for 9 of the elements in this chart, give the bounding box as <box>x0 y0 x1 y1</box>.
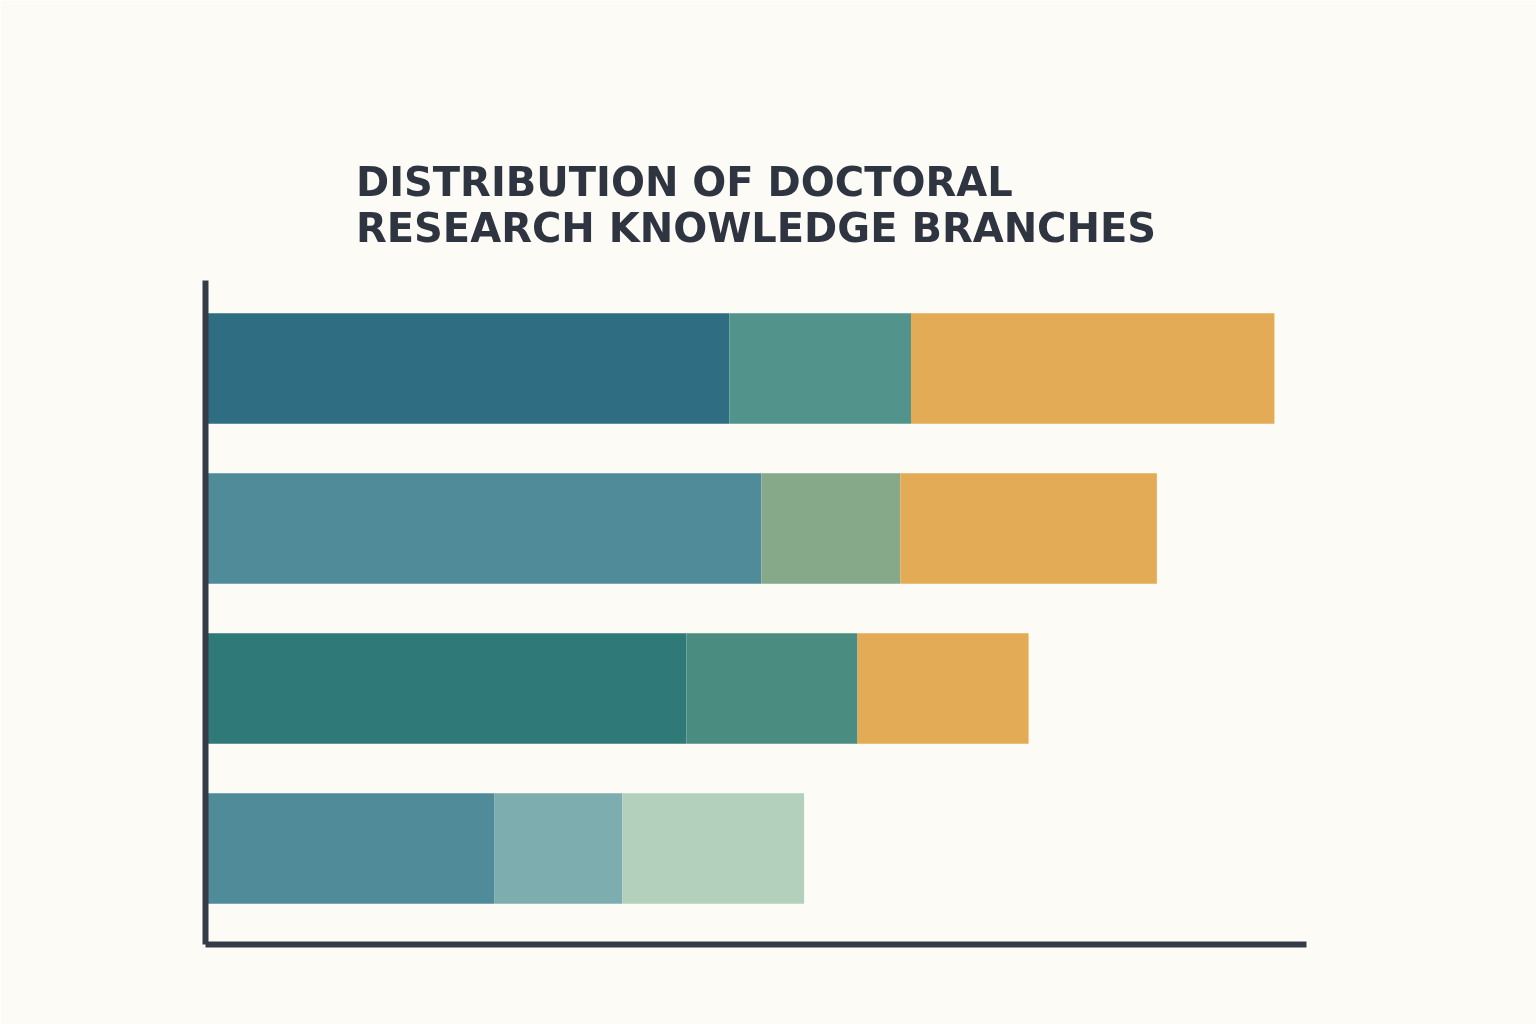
chart-title: DISTRIBUTION OF DOCTORAL RESEARCH KNOWLEDGE BRANCHES <box>355 158 1157 251</box>
bar <box>900 473 1157 584</box>
bar <box>761 473 901 584</box>
bar <box>857 633 1029 744</box>
bar <box>622 793 805 904</box>
bar <box>911 313 1275 424</box>
bar <box>686 633 858 744</box>
bar <box>729 313 911 424</box>
bar <box>494 793 623 904</box>
